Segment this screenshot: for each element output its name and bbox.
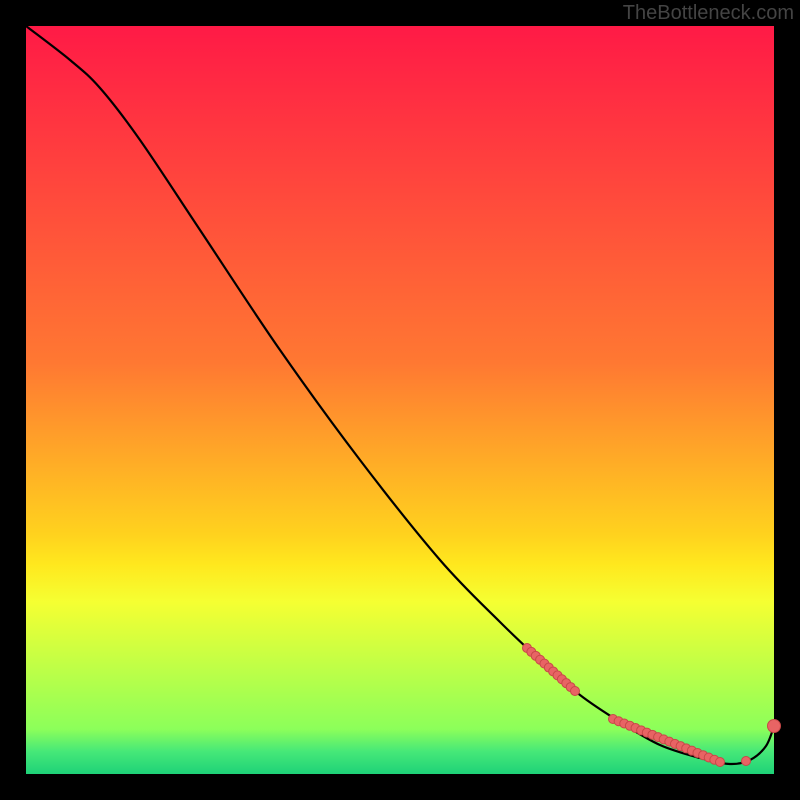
attribution-text: TheBottleneck.com: [623, 2, 794, 25]
data-point: [768, 720, 781, 733]
bottleneck-curve: [26, 26, 774, 764]
data-point: [571, 687, 580, 696]
data-markers: [523, 644, 781, 767]
data-point: [742, 757, 751, 766]
data-point: [716, 758, 725, 767]
chart-overlay: [0, 0, 800, 800]
